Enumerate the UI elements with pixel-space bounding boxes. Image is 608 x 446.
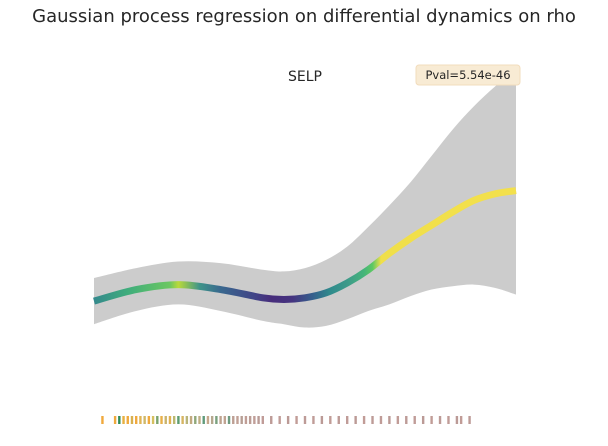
rug-tick	[118, 416, 121, 424]
pval-annotation: Pval=5.54e-46	[425, 68, 510, 82]
pval-box	[415, 64, 521, 86]
rug-tick	[303, 416, 307, 424]
rug-tick	[215, 416, 218, 424]
rug-tick	[295, 416, 298, 424]
rug-tick	[413, 416, 416, 424]
rug-tick	[202, 416, 205, 424]
rug-tick	[320, 416, 324, 424]
rug-tick	[388, 416, 391, 424]
rug-tick	[261, 416, 264, 424]
rug-tick	[147, 416, 151, 424]
rug-tick	[354, 416, 357, 424]
rug-tick	[371, 416, 374, 424]
rug-tick	[219, 416, 222, 424]
rug-tick	[447, 416, 450, 424]
rug-tick	[257, 416, 260, 424]
rug-tick	[143, 416, 146, 424]
rug-tick	[405, 416, 408, 424]
rug-tick	[160, 416, 163, 424]
rug-tick	[122, 416, 125, 424]
confidence-band	[94, 70, 516, 328]
rug-tick	[156, 416, 159, 424]
rug-tick	[135, 416, 138, 424]
rug-tick	[270, 416, 273, 424]
figure-title: Gaussian process regression on different…	[32, 6, 576, 27]
rug-tick	[101, 416, 104, 424]
rug-tick	[185, 416, 189, 424]
rug-tick	[164, 416, 167, 424]
rug-tick	[468, 416, 471, 424]
rug-tick	[194, 416, 197, 424]
rug-tick	[113, 416, 117, 424]
rug-tick	[227, 416, 231, 424]
rug-tick	[172, 416, 176, 424]
rug-tick	[337, 416, 340, 424]
rug-tick	[455, 416, 459, 424]
rug-tick	[236, 416, 239, 424]
rug-tick	[329, 416, 332, 424]
rug-tick	[278, 416, 281, 424]
rug-tick	[286, 416, 290, 424]
rug-tick	[198, 416, 201, 424]
rug-tick	[421, 416, 425, 424]
rug-tick	[151, 416, 155, 424]
rug-tick	[232, 416, 235, 424]
rug-tick	[248, 416, 252, 424]
rug-tick	[396, 416, 400, 424]
rug-tick	[379, 416, 383, 424]
rug-tick	[181, 416, 184, 424]
rug-tick	[139, 416, 142, 424]
rug-tick	[206, 416, 210, 424]
rug-tick	[210, 416, 214, 424]
rug-tick	[362, 416, 366, 424]
rug-tick	[459, 416, 463, 424]
subplot-title: SELP	[288, 69, 322, 85]
rug-tick	[126, 416, 129, 424]
rug-tick	[430, 416, 433, 424]
rug-tick	[253, 416, 256, 424]
rug-tick	[130, 416, 134, 424]
rug-tick	[244, 416, 248, 424]
mean-line	[93, 187, 517, 305]
rug-tick	[312, 416, 315, 424]
rug-tick	[168, 416, 172, 424]
rug-tick	[177, 416, 180, 424]
rug-tick	[189, 416, 193, 424]
rug-tick	[223, 416, 227, 424]
rug-tick	[240, 416, 243, 424]
rug-tick	[346, 416, 349, 424]
rug-tick	[438, 416, 442, 424]
